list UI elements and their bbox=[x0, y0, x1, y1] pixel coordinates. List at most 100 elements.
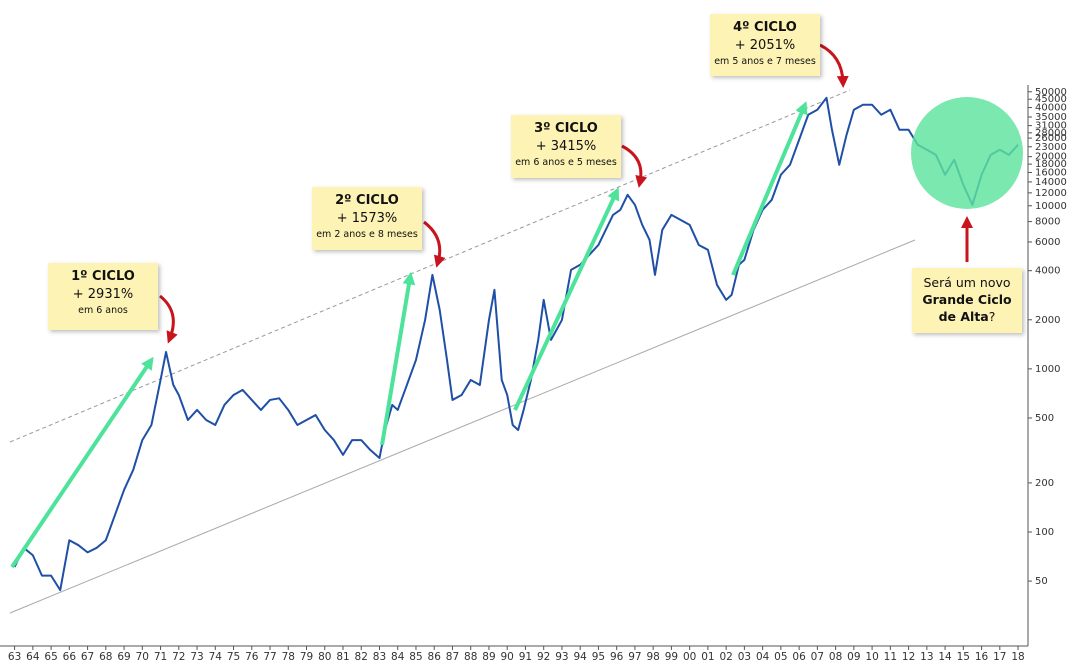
y-tick-label: 40000 bbox=[1035, 103, 1067, 114]
x-tick-label: 80 bbox=[318, 651, 331, 663]
annotation-title: 2º CICLO bbox=[335, 193, 399, 208]
x-tick-label: 98 bbox=[646, 651, 659, 663]
y-tick-label: 14000 bbox=[1035, 177, 1067, 188]
x-tick-label: 07 bbox=[811, 651, 824, 663]
annotation-note: em 6 anos bbox=[78, 305, 128, 316]
x-tick-label: 87 bbox=[446, 651, 459, 663]
x-tick-label: 14 bbox=[938, 651, 952, 663]
x-tick-label: 08 bbox=[829, 651, 842, 663]
peak-arrow bbox=[621, 144, 648, 188]
x-tick-label: 78 bbox=[282, 651, 295, 663]
x-tick-label: 88 bbox=[464, 651, 477, 663]
lower-channel bbox=[9, 239, 916, 614]
peak-arrows bbox=[159, 43, 973, 344]
y-tick-label: 1000 bbox=[1035, 364, 1060, 375]
x-tick-label: 97 bbox=[628, 651, 641, 663]
x-tick-label: 17 bbox=[993, 651, 1006, 663]
x-tick-label: 77 bbox=[263, 651, 276, 663]
x-tick-label: 04 bbox=[756, 651, 770, 663]
annotation-title: 1º CICLO bbox=[71, 269, 135, 284]
cycle-arrow bbox=[10, 356, 154, 569]
peak-arrow bbox=[423, 220, 446, 268]
x-tick-label: 96 bbox=[610, 651, 624, 663]
highlight-circle bbox=[911, 97, 1023, 209]
x-tick-label: 03 bbox=[738, 651, 751, 663]
annotation-note: em 6 anos e 5 meses bbox=[515, 157, 617, 168]
price-line bbox=[13, 96, 1019, 592]
x-tick-label: 05 bbox=[774, 651, 787, 663]
x-tick-label: 00 bbox=[683, 651, 696, 663]
question-bold: Grande Ciclo bbox=[922, 292, 1012, 307]
question-bold: de Alta bbox=[938, 309, 989, 324]
x-tick-label: 12 bbox=[902, 651, 915, 663]
x-tick-label: 02 bbox=[719, 651, 732, 663]
y-tick-label: 18000 bbox=[1035, 159, 1067, 170]
x-tick-label: 15 bbox=[957, 651, 970, 663]
x-tick-label: 64 bbox=[26, 651, 40, 663]
x-tick-label: 85 bbox=[409, 651, 422, 663]
y-tick-label: 2000 bbox=[1035, 315, 1060, 326]
x-tick-label: 13 bbox=[920, 651, 933, 663]
x-tick-label: 16 bbox=[975, 651, 989, 663]
cycle-arrow bbox=[380, 271, 416, 446]
y-tick-label: 45000 bbox=[1035, 94, 1067, 105]
y-tick-label: 28000 bbox=[1035, 128, 1067, 139]
x-tick-label: 94 bbox=[573, 651, 587, 663]
x-tick-label: 83 bbox=[373, 651, 386, 663]
y-tick-label: 50000 bbox=[1035, 87, 1067, 98]
x-tick-label: 10 bbox=[865, 651, 878, 663]
x-tick-label: 66 bbox=[63, 651, 77, 663]
x-tick-label: 06 bbox=[792, 651, 806, 663]
y-tick-label: 100 bbox=[1035, 527, 1054, 538]
x-tick-label: 71 bbox=[154, 651, 167, 663]
y-tick-label: 200 bbox=[1035, 478, 1054, 489]
x-tick-label: 79 bbox=[300, 651, 313, 663]
cycle-arrow bbox=[731, 101, 808, 276]
y-tick-label: 8000 bbox=[1035, 217, 1060, 228]
x-tick-label: 01 bbox=[701, 651, 714, 663]
x-tick-label: 68 bbox=[99, 651, 112, 663]
annotation-value: + 3415% bbox=[535, 139, 597, 154]
y-tick-label: 16000 bbox=[1035, 167, 1067, 178]
x-tick-label: 92 bbox=[537, 651, 550, 663]
x-tick-label: 86 bbox=[428, 651, 442, 663]
question-end: ? bbox=[988, 309, 996, 324]
annotation-note: em 5 anos e 7 meses bbox=[714, 56, 816, 67]
annotation-title: 4º CICLO bbox=[733, 20, 797, 35]
y-tick-label: 4000 bbox=[1035, 266, 1060, 277]
x-tick-label: 09 bbox=[847, 651, 860, 663]
x-tick-label: 90 bbox=[501, 651, 514, 663]
y-tick-label: 500 bbox=[1035, 413, 1054, 424]
x-tick-label: 81 bbox=[336, 651, 349, 663]
y-tick-label: 12000 bbox=[1035, 188, 1067, 199]
annotation-box: 4º CICLO + 2051% em 5 anos e 7 meses bbox=[710, 14, 820, 76]
y-tick-label: 23000 bbox=[1035, 142, 1067, 153]
x-tick-label: 65 bbox=[44, 651, 57, 663]
x-tick-label: 18 bbox=[1011, 651, 1024, 663]
y-tick-label: 35000 bbox=[1035, 112, 1067, 123]
x-tick-label: 84 bbox=[391, 651, 405, 663]
y-tick-label: 31000 bbox=[1035, 121, 1067, 132]
x-tick-label: 93 bbox=[555, 651, 568, 663]
x-tick-label: 89 bbox=[482, 651, 495, 663]
x-tick-label: 63 bbox=[8, 651, 21, 663]
x-tick-label: 76 bbox=[245, 651, 259, 663]
y-tick-label: 26000 bbox=[1035, 133, 1067, 144]
x-tick-label: 75 bbox=[227, 651, 240, 663]
annotation-box: 2º CICLO + 1573% em 2 anos e 8 meses bbox=[312, 187, 422, 250]
cycle-arrows bbox=[10, 101, 808, 569]
x-tick-label: 99 bbox=[665, 651, 678, 663]
y-tick-label: 6000 bbox=[1035, 237, 1060, 248]
annotation-box: 3º CICLO + 3415% em 6 anos e 5 meses bbox=[511, 115, 621, 178]
x-tick-label: 73 bbox=[190, 651, 203, 663]
x-tick-label: 95 bbox=[592, 651, 605, 663]
x-tick-label: 11 bbox=[884, 651, 897, 663]
y-tick-label: 10000 bbox=[1035, 201, 1067, 212]
y-tick-label: 50 bbox=[1035, 576, 1048, 587]
peak-arrow bbox=[159, 294, 178, 344]
plot bbox=[13, 96, 1019, 592]
annotation-title: 3º CICLO bbox=[534, 121, 598, 136]
x-tick-label: 72 bbox=[172, 651, 185, 663]
